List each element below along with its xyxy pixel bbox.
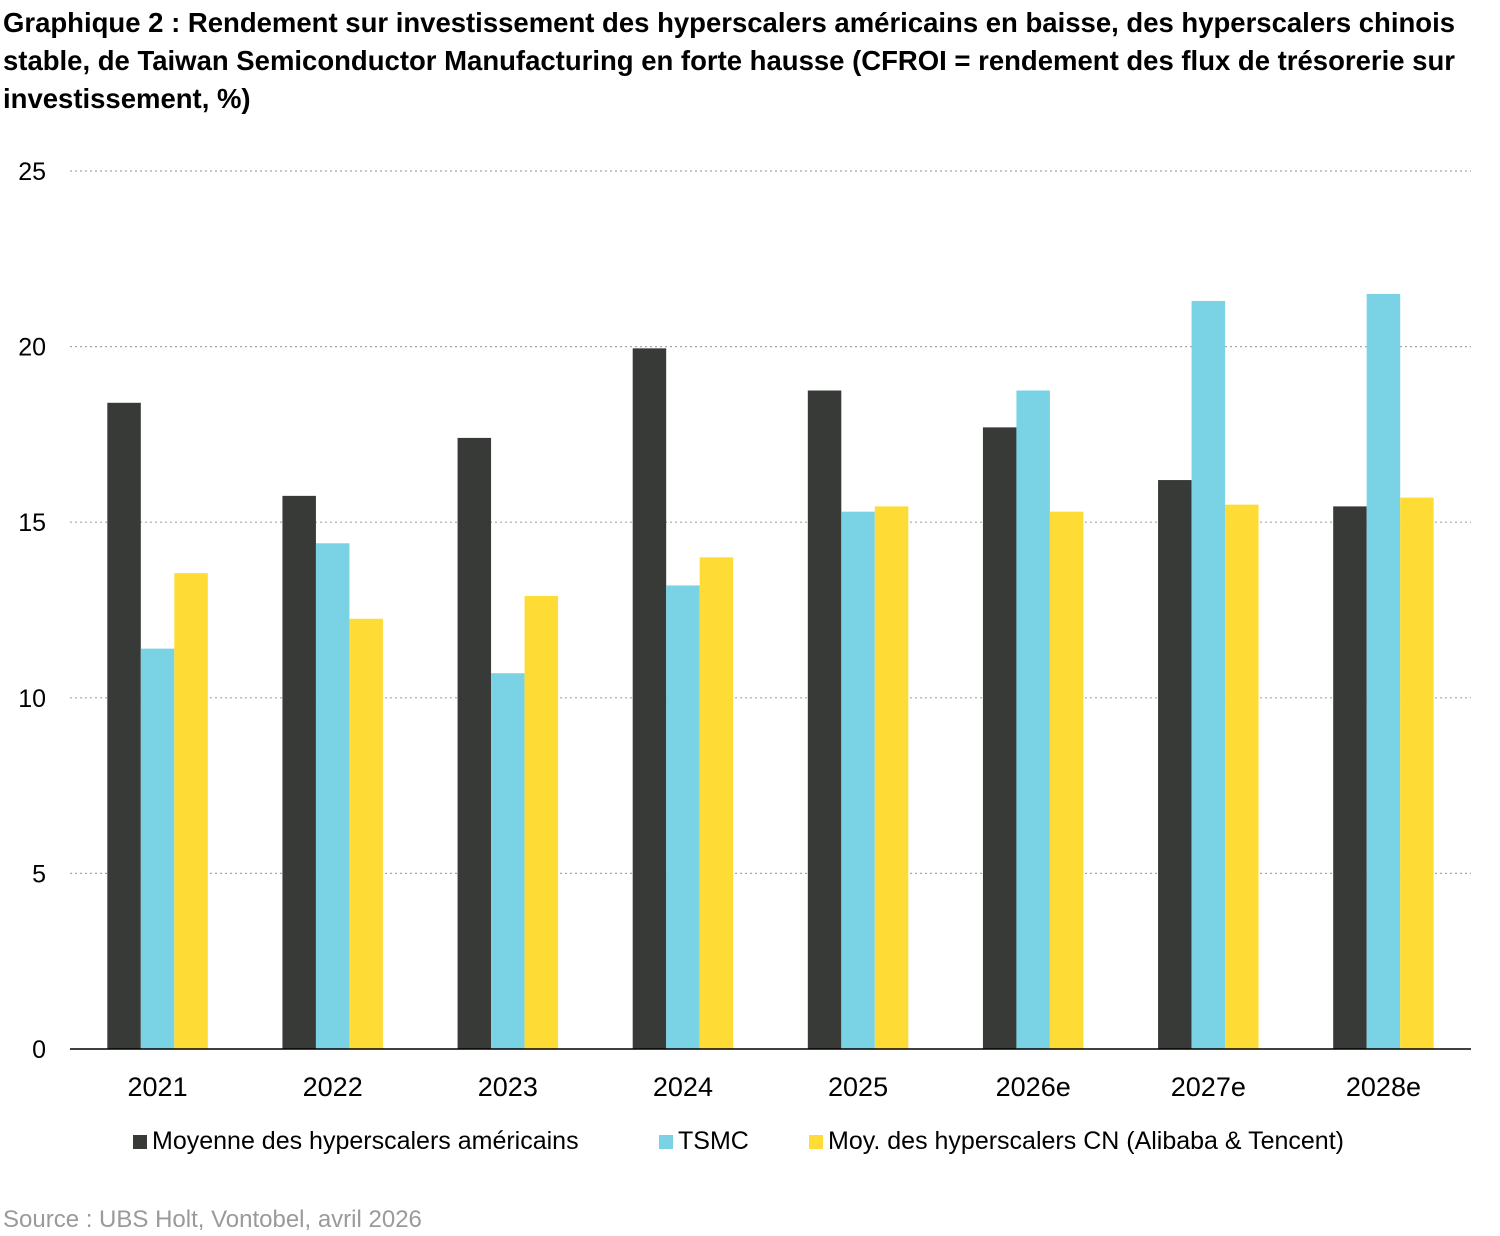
bar-1-2022: [315, 543, 350, 1049]
bar-1-2025: [841, 511, 875, 1049]
bar-1-2024: [666, 585, 700, 1049]
legend-label: Moy. des hyperscalers CN (Alibaba & Tenc…: [828, 1127, 1344, 1155]
y-tick-label: 25: [18, 158, 46, 186]
y-tick-label: 20: [18, 334, 46, 362]
x-tick-label: 2021: [128, 1072, 188, 1102]
y-axis-ticks: 0 5 10 15 20 25: [18, 158, 46, 1064]
bar-2-2023: [524, 595, 559, 1049]
bar-2-2025: [874, 506, 909, 1049]
legend: Moyenne des hyperscalers américains TSMC…: [0, 1127, 1500, 1161]
gridlines: [70, 170, 1471, 875]
x-tick-label: 2023: [478, 1072, 538, 1102]
bar-1-2021: [140, 648, 175, 1049]
bar-0-2022: [282, 495, 316, 1049]
bar-2-2021: [174, 573, 208, 1049]
bar-0-2021: [107, 402, 141, 1049]
y-tick-label: 15: [18, 509, 46, 537]
bar-0-2024: [632, 348, 667, 1050]
x-axis-ticks: 2021 2022 2023 2024 2025 2026e 2027e 2028e: [128, 1072, 1421, 1102]
legend-item-cn-hyperscalers: Moy. des hyperscalers CN (Alibaba & Tenc…: [809, 1127, 1344, 1156]
x-tick-label: 2027e: [1171, 1072, 1246, 1102]
bar-1-2027e: [1191, 300, 1226, 1050]
y-tick-label: 10: [18, 685, 46, 713]
y-tick-label: 5: [32, 860, 46, 888]
chart-title: Graphique 2 : Rendement sur investisseme…: [3, 7, 1456, 114]
bars: [107, 293, 1434, 1050]
bar-0-2025: [807, 390, 842, 1049]
bar-2-2026e: [1049, 511, 1084, 1049]
bar-0-2026e: [982, 427, 1017, 1050]
bar-1-2023: [491, 673, 525, 1049]
bar-2-2027e: [1225, 504, 1259, 1049]
legend-item-tsmc: TSMC: [659, 1127, 749, 1156]
legend-item-us-hyperscalers: Moyenne des hyperscalers américains: [133, 1127, 579, 1156]
legend-label: TSMC: [678, 1127, 749, 1155]
bar-2-2028e: [1400, 497, 1434, 1050]
x-tick-label: 2024: [653, 1072, 713, 1102]
x-tick-label: 2025: [828, 1072, 888, 1102]
y-tick-label: 0: [32, 1036, 46, 1064]
legend-swatch: [659, 1134, 673, 1149]
bar-0-2023: [457, 437, 492, 1049]
bar-0-2027e: [1158, 480, 1192, 1049]
source-note: Source : UBS Holt, Vontobel, avril 2026: [3, 1206, 422, 1233]
bar-2-2024: [699, 557, 734, 1049]
legend-swatch: [809, 1134, 823, 1149]
x-tick-label: 2028e: [1346, 1072, 1421, 1102]
bar-2-2022: [349, 618, 383, 1049]
bar-0-2028e: [1333, 506, 1367, 1049]
x-tick-label: 2022: [303, 1072, 363, 1102]
bar-1-2026e: [1016, 390, 1050, 1049]
bar-1-2028e: [1366, 293, 1401, 1049]
legend-label: Moyenne des hyperscalers américains: [152, 1127, 579, 1155]
x-tick-label: 2026e: [996, 1072, 1071, 1102]
legend-swatch: [133, 1134, 147, 1149]
